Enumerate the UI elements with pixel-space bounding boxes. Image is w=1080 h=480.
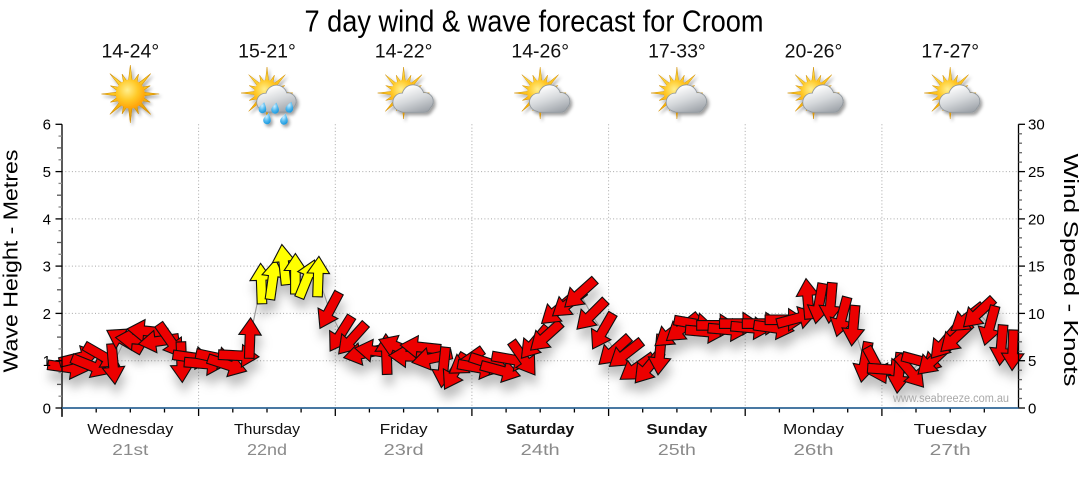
svg-text:0: 0 [1028,400,1036,417]
svg-text:Monday: Monday [783,421,845,438]
svg-text:Wind Speed - Knots: Wind Speed - Knots [1059,154,1080,387]
svg-text:14-26°: 14-26° [511,41,569,63]
svg-text:Thursday: Thursday [234,421,301,438]
svg-text:14-24°: 14-24° [101,41,159,63]
svg-text:20-26°: 20-26° [785,41,843,63]
svg-text:17-33°: 17-33° [648,41,706,63]
svg-text:3: 3 [43,259,51,276]
svg-text:22nd: 22nd [247,442,287,459]
svg-text:25: 25 [1028,164,1045,181]
svg-text:24th: 24th [521,442,560,459]
svg-text:Saturday: Saturday [506,421,575,438]
svg-text:2: 2 [43,306,51,323]
svg-text:5: 5 [43,164,51,181]
svg-text:4: 4 [43,211,51,228]
svg-text:Wave Height - Metres: Wave Height - Metres [1,150,23,373]
svg-text:17-27°: 17-27° [921,41,979,63]
svg-text:30: 30 [1028,117,1045,134]
svg-text:Sunday: Sunday [646,421,708,438]
svg-text:6: 6 [43,117,51,134]
svg-text:www.seabreeze.com.au: www.seabreeze.com.au [892,393,1009,405]
svg-text:5: 5 [1028,353,1036,370]
svg-text:Tuesday: Tuesday [914,421,988,438]
svg-text:15: 15 [1028,259,1045,276]
svg-text:0: 0 [43,400,51,417]
svg-text:26th: 26th [794,442,834,459]
svg-text:20: 20 [1028,211,1045,228]
svg-text:1: 1 [43,353,51,370]
svg-text:21st: 21st [112,442,149,459]
svg-text:23rd: 23rd [384,442,424,459]
svg-text:14-22°: 14-22° [375,41,433,63]
svg-text:7 day wind & wave forecast for: 7 day wind & wave forecast for Croom [305,4,764,39]
svg-text:27th: 27th [930,442,971,459]
svg-text:Friday: Friday [380,421,429,438]
svg-text:15-21°: 15-21° [238,41,296,63]
svg-text:25th: 25th [658,442,696,459]
svg-text:10: 10 [1028,306,1045,323]
svg-text:Wednesday: Wednesday [87,421,174,438]
